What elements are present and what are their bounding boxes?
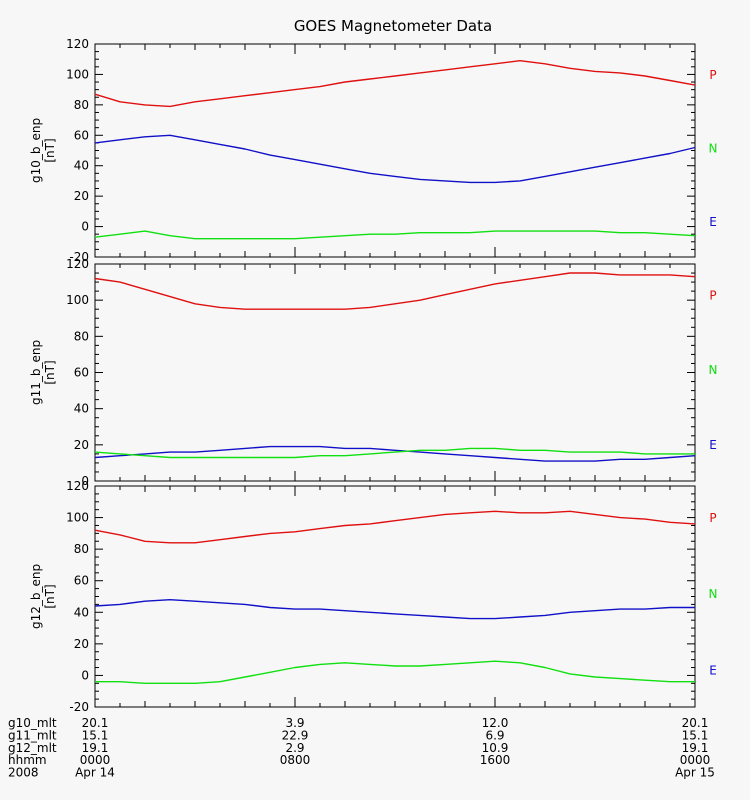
panel-3: -20 0 20 40 60 80 100 120 g12_b_enp [nT] P N E [29,479,717,714]
x-axis-table: g10_mlt 20.1 3.9 12.0 20.1 g11_mlt 15.1 22.9 6.9… [8,716,715,780]
series-line-P [94,272,696,310]
x-row-value: 6.9 [485,728,504,742]
y-axis-label: g11_b_enp [29,340,43,405]
component-label-P: P [709,68,716,82]
component-label-N: N [709,363,718,377]
series-line-E [94,599,695,620]
y-tick-label: 60 [74,574,89,588]
series-line-N [95,660,695,684]
y-axis-label: g10_b_enp [29,118,43,183]
y-tick-label: 100 [66,67,89,81]
x-row-value: Apr 15 [675,766,715,780]
x-row-value: 0000 [80,753,111,767]
y-tick-label: 0 [81,474,89,488]
y-tick-label: 80 [74,542,89,556]
y-axis-unit: [nT] [43,584,57,608]
y-tick-label: 120 [66,257,89,271]
x-row-label: g11_mlt [8,728,57,742]
x-row-value: 10.9 [482,741,509,755]
series-line-E [94,445,696,462]
component-label-P: P [709,288,716,302]
y-tick-label: 60 [74,366,89,380]
x-row-value: Apr 14 [75,766,115,780]
y-tick-label: 0 [81,220,89,234]
x-row-value: 19.1 [682,741,709,755]
y-tick-label: 120 [66,37,89,51]
x-row-value: 12.0 [482,716,509,730]
y-tick-label: 80 [74,98,89,112]
x-row-value: 20.1 [82,716,109,730]
y-tick-label: 20 [74,189,89,203]
x-row-value: 20.1 [682,716,709,730]
y-tick-label: 100 [66,293,89,307]
component-label-N: N [709,141,718,155]
panel-1: -20 0 20 40 60 80 100 120 g10_b_enp [nT] P N E [29,37,717,264]
component-label-E: E [709,438,717,452]
panel-2: 0 20 40 60 80 100 120 g11_b_enp [nT] P N E [29,257,717,488]
component-label-N: N [709,587,718,601]
y-tick-label: 40 [74,605,89,619]
y-tick-label: 0 [81,668,89,682]
component-label-P: P [709,511,716,525]
series-line-N [94,230,696,240]
x-row-value: 19.1 [82,741,109,755]
component-label-E: E [709,663,717,677]
x-row-value: 15.1 [682,728,709,742]
x-row-value: 2.9 [285,741,304,755]
x-row-label: g12_mlt [8,741,57,755]
series-line-E [94,134,696,184]
x-row-value: 1600 [480,753,511,767]
y-tick-label: 20 [74,637,89,651]
series-line-P [94,60,696,108]
y-tick-label: 40 [74,402,89,416]
x-row-value: 0800 [280,753,311,767]
chart-title: GOES Magnetometer Data [294,17,492,35]
y-axis-unit: [nT] [43,360,57,384]
y-axis-label: g12_b_enp [29,564,43,629]
x-row-value: 22.9 [282,728,309,742]
x-row-label: g10_mlt [8,716,57,730]
plot-frame [94,485,696,708]
y-tick-label: 60 [74,128,89,142]
y-tick-label: 100 [66,511,89,525]
x-row-value: 0000 [680,753,711,767]
series-line-N [94,447,695,459]
y-tick-label: -20 [69,700,89,714]
y-tick-label: 40 [74,159,89,173]
x-row-label: 2008 [8,766,39,780]
plot-frame [94,263,696,482]
x-row-label: hhmm [8,753,47,767]
component-label-E: E [709,215,717,229]
x-row-value: 15.1 [82,728,109,742]
series-line-P [94,510,696,544]
y-tick-label: -20 [69,250,89,264]
y-tick-label: 20 [74,438,89,452]
y-axis-unit: [nT] [43,138,57,162]
y-tick-label: 120 [66,479,89,493]
x-row-value: 3.9 [285,716,304,730]
y-tick-label: 80 [74,329,89,343]
